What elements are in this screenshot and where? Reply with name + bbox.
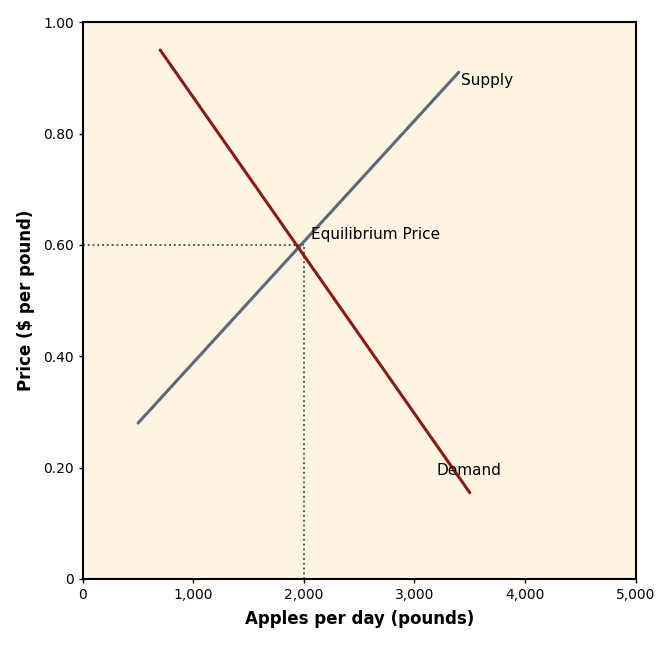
Text: Supply: Supply [461, 73, 513, 88]
Y-axis label: Price ($ per pound): Price ($ per pound) [17, 210, 35, 392]
Text: Demand: Demand [437, 463, 501, 478]
Text: Equilibrium Price: Equilibrium Price [310, 227, 439, 242]
X-axis label: Apples per day (pounds): Apples per day (pounds) [245, 610, 474, 628]
